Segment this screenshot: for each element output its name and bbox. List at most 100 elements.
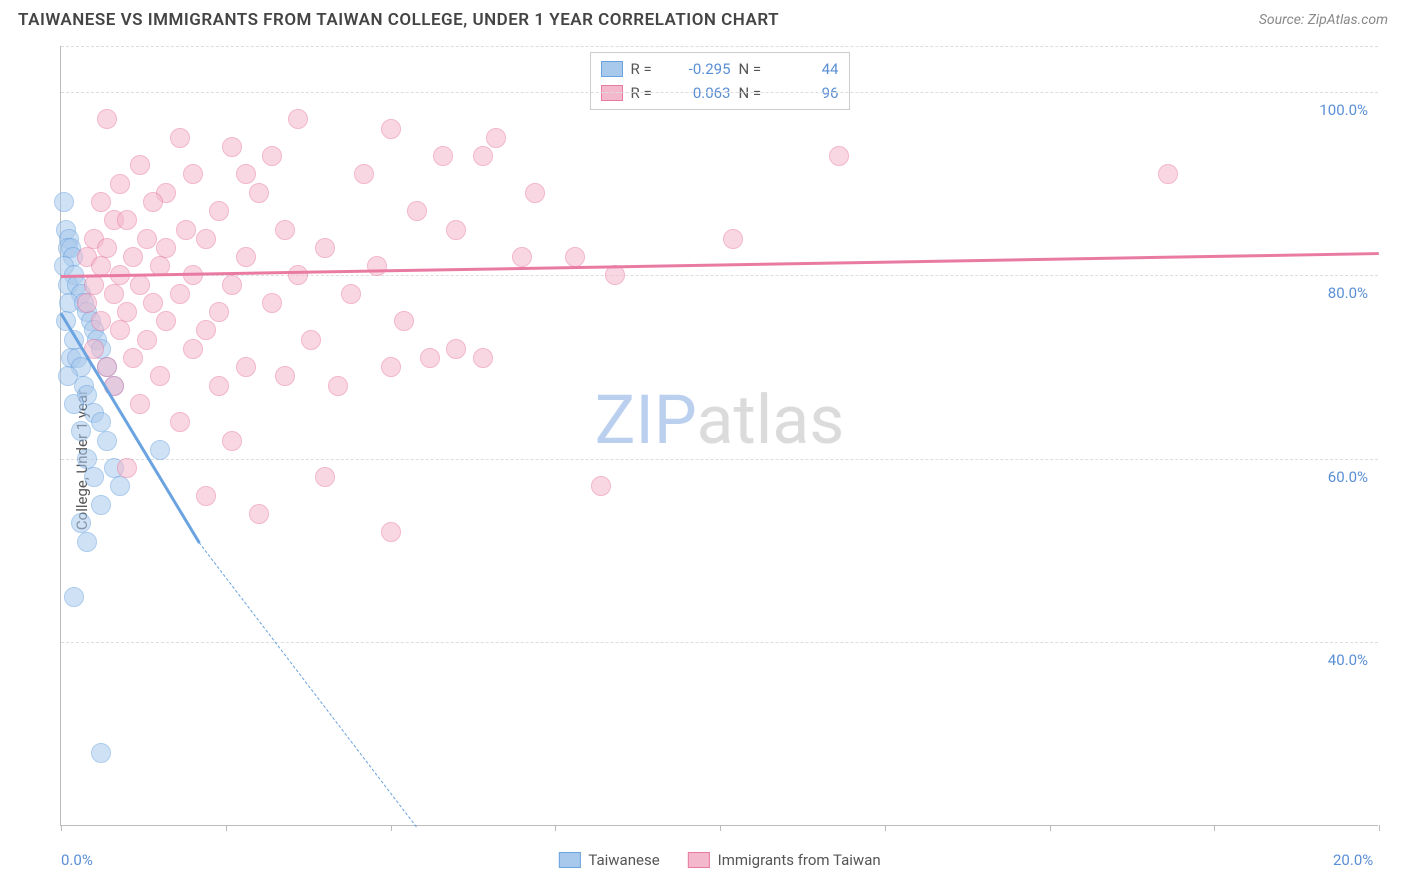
ytick-label: 40.0% [1328,651,1368,669]
point-immigrants [473,348,493,368]
point-immigrants [77,293,97,313]
point-immigrants [97,109,117,129]
point-immigrants [150,366,170,386]
point-taiwanese [150,440,170,460]
point-immigrants [394,311,414,331]
point-immigrants [315,238,335,258]
xtick [885,825,886,831]
point-immigrants [117,302,137,322]
point-immigrants [262,293,282,313]
point-immigrants [123,247,143,267]
point-immigrants [91,311,111,331]
point-immigrants [420,348,440,368]
point-immigrants [236,357,256,377]
point-taiwanese [71,421,91,441]
point-immigrants [367,256,387,276]
point-immigrants [91,192,111,212]
point-immigrants [407,201,427,221]
xtick [391,825,392,831]
point-immigrants [236,164,256,184]
point-immigrants [486,128,506,148]
legend-label-taiwanese: Taiwanese [588,851,659,869]
point-immigrants [130,275,150,295]
point-immigrants [137,330,157,350]
r-label: R = [631,81,659,105]
legend-row-immigrants: R = 0.063 N = 96 [601,81,839,105]
xtick [720,825,721,831]
legend-item-immigrants: Immigrants from Taiwan [688,851,881,869]
ytick-label: 100.0% [1319,101,1368,119]
plot-area: ZIPatlas R = -0.295 N = 44 R = 0.063 N =… [60,46,1378,826]
point-immigrants [236,247,256,267]
point-immigrants [110,320,130,340]
title-bar: TAIWANESE VS IMMIGRANTS FROM TAIWAN COLL… [0,0,1406,36]
xtick-label: 20.0% [1333,851,1373,869]
point-taiwanese [71,513,91,533]
point-immigrants [156,311,176,331]
r-label: R = [631,57,659,81]
point-immigrants [156,238,176,258]
point-immigrants [249,504,269,524]
point-immigrants [130,155,150,175]
point-immigrants [123,348,143,368]
point-immigrants [84,275,104,295]
correlation-legend: R = -0.295 N = 44 R = 0.063 N = 96 [590,52,850,110]
point-immigrants [328,376,348,396]
point-immigrants [183,164,203,184]
r-value-taiwanese: -0.295 [667,57,731,81]
legend-row-taiwanese: R = -0.295 N = 44 [601,57,839,81]
point-immigrants [104,284,124,304]
swatch-taiwanese [601,61,623,77]
legend-item-taiwanese: Taiwanese [558,851,659,869]
xtick [1214,825,1215,831]
point-taiwanese [97,431,117,451]
point-immigrants [381,357,401,377]
point-taiwanese [64,587,84,607]
point-immigrants [315,467,335,487]
watermark: ZIPatlas [595,380,845,460]
point-taiwanese [91,412,111,432]
point-immigrants [117,458,137,478]
point-immigrants [249,183,269,203]
point-immigrants [565,247,585,267]
watermark-b: atlas [696,380,844,460]
point-immigrants [381,119,401,139]
point-taiwanese [91,743,111,763]
n-value-immigrants: 96 [775,81,839,105]
point-immigrants [473,146,493,166]
xtick [1379,825,1380,831]
series-legend: Taiwanese Immigrants from Taiwan [558,851,880,869]
swatch-immigrants [601,85,623,101]
ytick-label: 80.0% [1328,284,1368,302]
point-immigrants [341,284,361,304]
point-immigrants [183,339,203,359]
point-immigrants [288,109,308,129]
gridline-h [61,459,1378,460]
xtick [555,825,556,831]
n-value-taiwanese: 44 [775,57,839,81]
point-immigrants [209,376,229,396]
gridline-h [61,642,1378,643]
point-immigrants [591,476,611,496]
point-immigrants [170,284,190,304]
point-immigrants [275,366,295,386]
chart-title: TAIWANESE VS IMMIGRANTS FROM TAIWAN COLL… [18,10,779,30]
point-immigrants [117,210,137,230]
trend-line [199,542,417,827]
point-taiwanese [77,449,97,469]
r-value-immigrants: 0.063 [667,81,731,105]
watermark-a: ZIP [595,380,697,460]
point-immigrants [97,357,117,377]
point-immigrants [209,201,229,221]
swatch-taiwanese [558,852,580,868]
point-immigrants [381,522,401,542]
point-immigrants [1158,164,1178,184]
point-immigrants [143,293,163,313]
point-immigrants [97,238,117,258]
point-immigrants [196,486,216,506]
point-immigrants [137,229,157,249]
point-taiwanese [110,476,130,496]
point-immigrants [354,164,374,184]
n-label: N = [739,57,767,81]
gridline-h [61,275,1378,276]
